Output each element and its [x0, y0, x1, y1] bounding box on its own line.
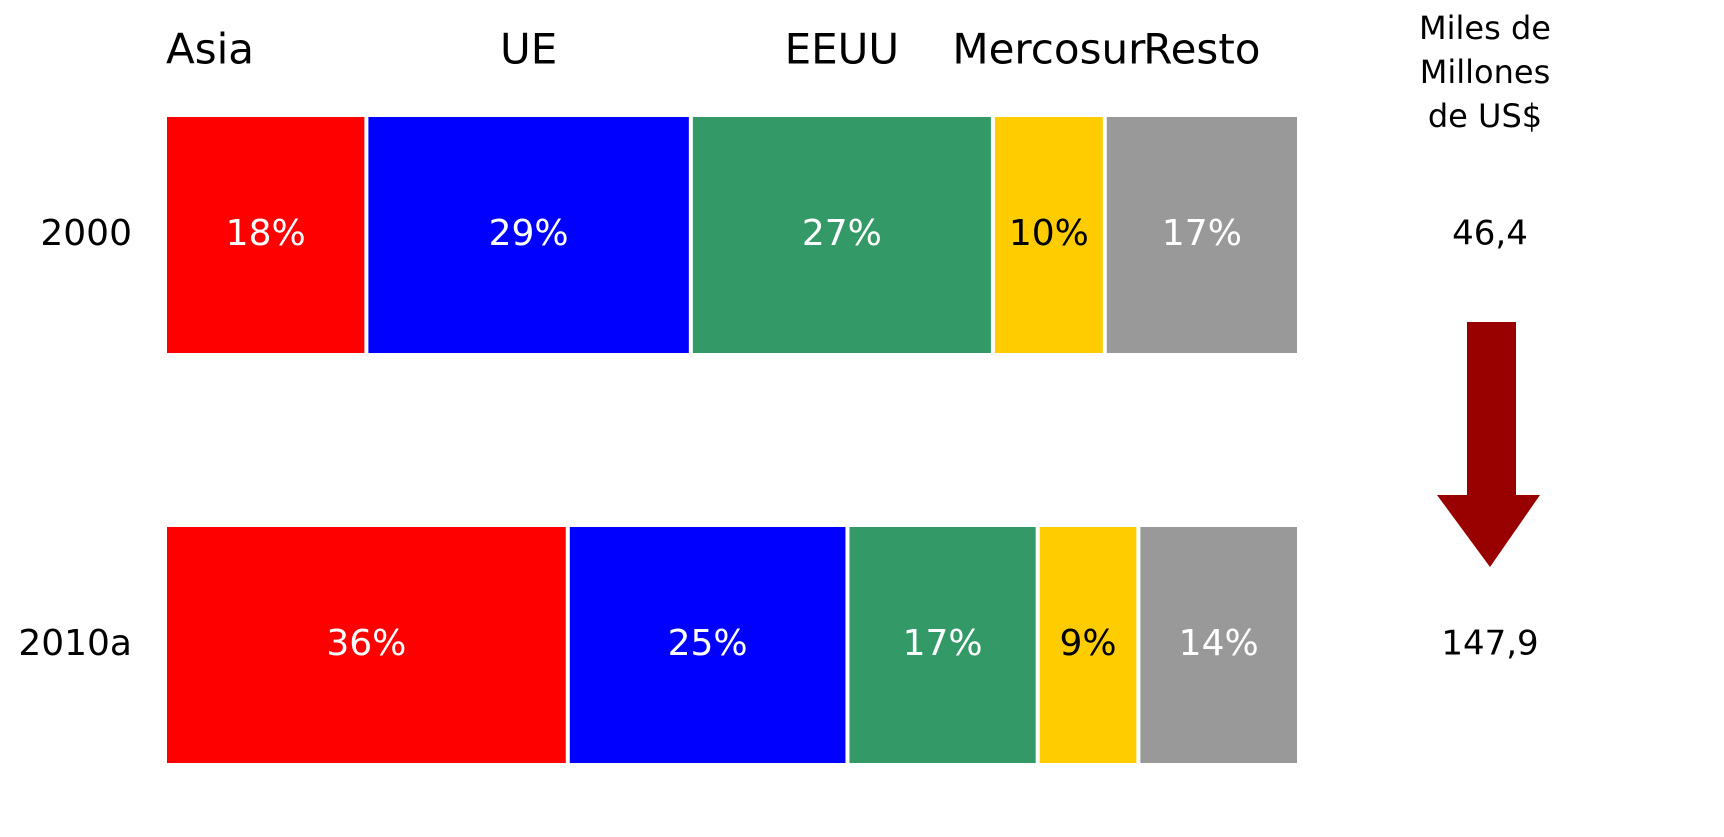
legend-label: UE — [500, 25, 557, 74]
bar-segment — [167, 117, 365, 353]
value-label: 36% — [326, 623, 406, 664]
legend-label: Resto — [1143, 25, 1260, 74]
totals-title: de US$ — [1428, 97, 1542, 135]
value-label: 9% — [1059, 623, 1116, 664]
bar-segment — [692, 117, 991, 353]
value-label: 25% — [668, 623, 748, 664]
bar-segment — [1140, 527, 1297, 763]
totals-title: Miles de — [1419, 9, 1551, 47]
bar-segment — [167, 527, 566, 763]
value-label: 10% — [1009, 213, 1089, 254]
arrow — [1437, 322, 1540, 567]
bar-segment — [569, 527, 846, 763]
value-label: 17% — [903, 623, 983, 664]
total-label: 46,4 — [1452, 214, 1528, 254]
value-label: 17% — [1162, 213, 1242, 254]
legend-label: Mercosur — [952, 25, 1146, 74]
bar-segment — [849, 527, 1036, 763]
value-label: 27% — [802, 213, 882, 254]
row-label: 2000 — [40, 213, 132, 254]
value-label: 29% — [489, 213, 569, 254]
value-label: 18% — [226, 213, 306, 254]
totals-title: Millones — [1420, 53, 1551, 91]
value-label: 14% — [1179, 623, 1259, 664]
bar-segment — [368, 117, 689, 353]
legend-label: EEUU — [785, 25, 900, 74]
row-label: 2010a — [18, 623, 132, 664]
legend-label: Asia — [166, 25, 254, 74]
bar-segment — [994, 117, 1103, 353]
bar-segment — [1039, 527, 1137, 763]
total-label: 147,9 — [1441, 624, 1538, 664]
bar-segment — [1106, 117, 1297, 353]
